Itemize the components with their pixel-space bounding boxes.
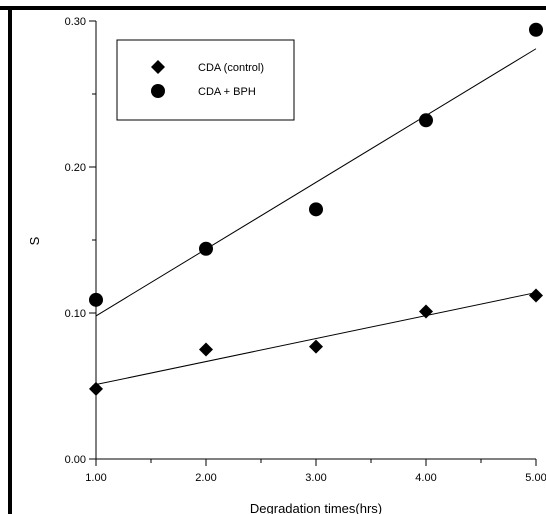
y-tick-label: 0.10 xyxy=(65,308,86,320)
y-axis-label: S xyxy=(27,236,42,245)
fit-line-series-1 xyxy=(95,48,537,317)
x-tick-label: 3.00 xyxy=(305,472,326,484)
data-point-series-0 xyxy=(199,342,213,357)
legend-label: CDA + BPH xyxy=(198,86,256,98)
legend-label: CDA (control) xyxy=(198,62,264,74)
legend-marker-1 xyxy=(151,84,165,98)
axes: 0.00 0.10 0.20 0.30 1.00 2.00 3.00 4.00 5.00 xyxy=(65,16,546,484)
x-tick-label: 1.00 xyxy=(85,472,106,484)
data-point-series-1 xyxy=(309,202,323,217)
data-point-series-0 xyxy=(419,304,433,319)
data-point-series-1 xyxy=(199,241,213,256)
x-tick-label: 4.00 xyxy=(415,472,436,484)
legend-box xyxy=(116,39,295,121)
legend: CDA (control) CDA + BPH xyxy=(116,39,295,121)
data-point-series-1 xyxy=(419,113,433,128)
x-tick-label: 2.00 xyxy=(195,472,216,484)
y-tick-label: 0.00 xyxy=(65,454,86,466)
data-point-series-0 xyxy=(529,288,543,303)
data-point-series-0 xyxy=(89,381,103,396)
x-axis-label: Degradation times(hrs) xyxy=(250,501,382,514)
data-points xyxy=(89,22,543,396)
data-point-series-0 xyxy=(309,339,323,354)
data-point-series-1 xyxy=(529,22,543,37)
data-point-series-1 xyxy=(89,292,103,307)
fit-lines xyxy=(95,48,537,386)
y-tick-label: 0.20 xyxy=(65,162,86,174)
y-tick-label: 0.30 xyxy=(65,16,86,28)
x-tick-label: 5.00 xyxy=(525,472,546,484)
fit-line-series-0 xyxy=(95,292,537,386)
legend-marker-0 xyxy=(151,60,165,74)
